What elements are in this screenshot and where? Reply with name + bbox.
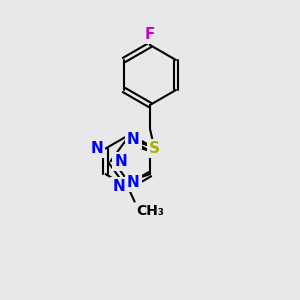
Text: F: F (145, 27, 155, 42)
Text: N: N (112, 179, 125, 194)
Text: CH₃: CH₃ (136, 204, 164, 218)
Text: N: N (114, 154, 127, 169)
Text: N: N (127, 175, 140, 190)
Text: N: N (90, 141, 103, 156)
Text: S: S (149, 141, 160, 156)
Text: N: N (127, 132, 140, 147)
